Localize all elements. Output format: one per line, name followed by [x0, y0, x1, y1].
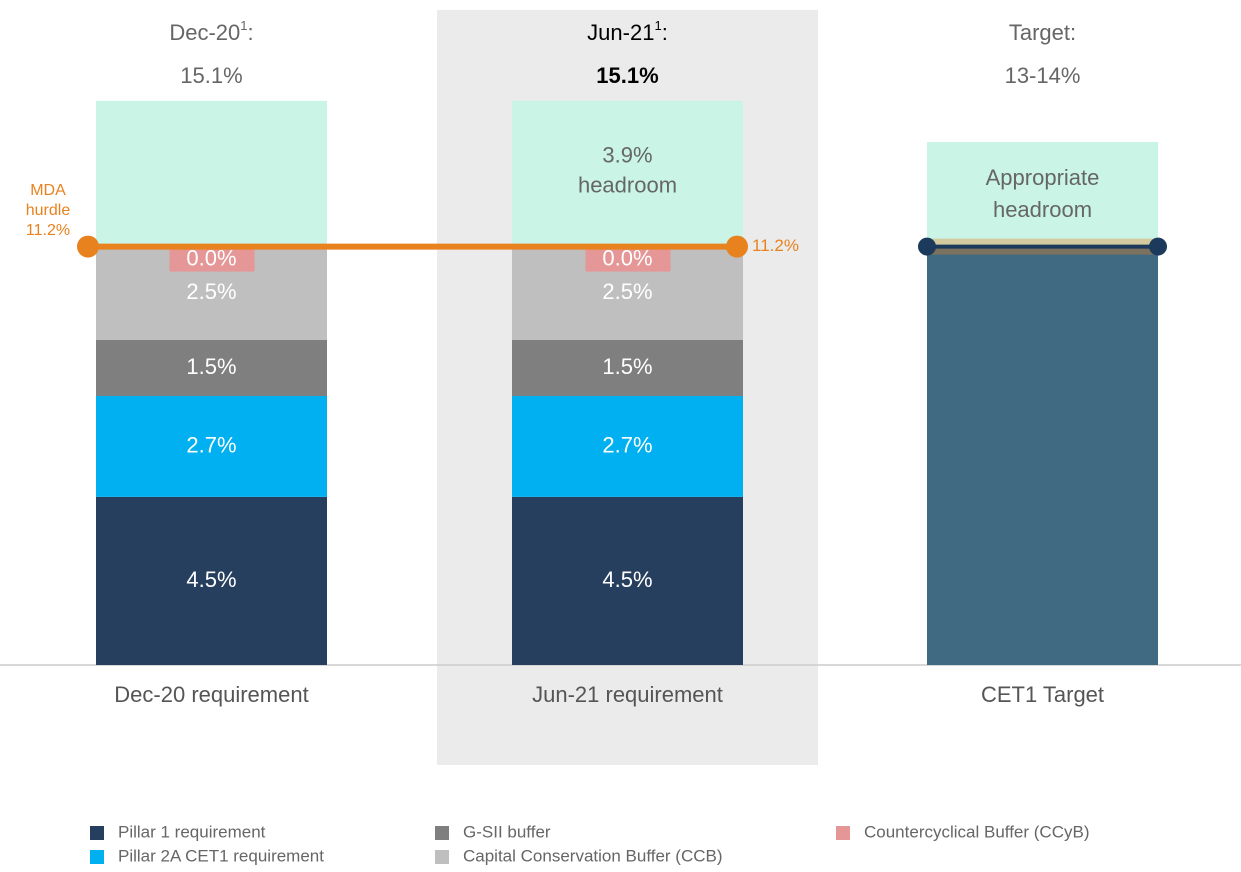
- segment-label: 1.5%: [602, 354, 652, 379]
- header-total: 15.1%: [180, 63, 242, 88]
- header-note: 1: [240, 18, 247, 33]
- header-title: Jun-211:: [587, 18, 668, 45]
- bar-segment: [169, 246, 255, 272]
- mda-left-label: 11.2%: [25, 221, 71, 239]
- x-tick-label: Dec-20 requirement: [114, 682, 309, 707]
- bar-segment: [512, 339, 743, 397]
- header-title-text: Target:: [1009, 20, 1076, 45]
- mda-title: MDA hurdle: [25, 181, 71, 219]
- headroom-label: headroom: [578, 173, 677, 198]
- header-title-text: Jun-21: [587, 20, 654, 45]
- target-headroom-text: Appropriate headroom: [985, 165, 1100, 223]
- legend-label: Capital Conservation Buffer (CCB): [463, 846, 723, 865]
- legend-swatch: [836, 826, 850, 840]
- legend-label: G-SII buffer: [463, 822, 551, 841]
- headroom: [512, 100, 743, 247]
- segment-label: 4.5%: [186, 567, 236, 592]
- legend-label: Countercyclical Buffer (CCyB): [864, 822, 1089, 841]
- segment-label: 2.7%: [602, 432, 652, 457]
- header-sep: :: [662, 20, 668, 45]
- legend-swatch: [90, 826, 104, 840]
- mda-dot: [77, 235, 99, 258]
- legend-label: Pillar 2A CET1 requirement: [118, 846, 324, 865]
- mda-dot: [726, 235, 748, 258]
- x-tick-label: CET1 Target: [980, 682, 1105, 707]
- header-title: Dec-201:: [169, 18, 253, 45]
- x-tick-label: Jun-21 requirement: [532, 682, 723, 707]
- header-total: 13-14%: [1005, 63, 1081, 88]
- headroom: [927, 141, 1158, 247]
- target-dot: [1149, 237, 1167, 256]
- legend-label: Pillar 1 requirement: [118, 822, 266, 841]
- bar-segment: [512, 396, 743, 497]
- mda-label: 11.2%: [752, 236, 799, 255]
- target-headroom-label: Appropriate headroom: [985, 165, 1100, 223]
- header-sep: :: [248, 20, 254, 45]
- bar-segment: [96, 396, 327, 497]
- bar-segment: [585, 246, 671, 272]
- legend-swatch: [435, 850, 449, 864]
- target-base: [927, 246, 1158, 665]
- segment-label: 2.5%: [602, 279, 652, 304]
- segment-label: 2.7%: [186, 432, 236, 457]
- header-total: 15.1%: [596, 63, 658, 88]
- bar-segment: [512, 496, 743, 665]
- bar-segment: [96, 496, 327, 665]
- headroom: [96, 100, 327, 247]
- header-note: 1: [654, 18, 661, 33]
- segment-label: 1.5%: [186, 354, 236, 379]
- segment-label: 2.5%: [186, 279, 236, 304]
- header-title: Target:: [1009, 20, 1076, 45]
- segment-label: 4.5%: [602, 567, 652, 592]
- header-title-text: Dec-20: [169, 20, 240, 45]
- target-dot: [918, 237, 936, 256]
- legend-swatch: [435, 826, 449, 840]
- legend-swatch: [90, 850, 104, 864]
- headroom-label: 3.9%: [602, 143, 652, 168]
- bar-segment: [96, 339, 327, 397]
